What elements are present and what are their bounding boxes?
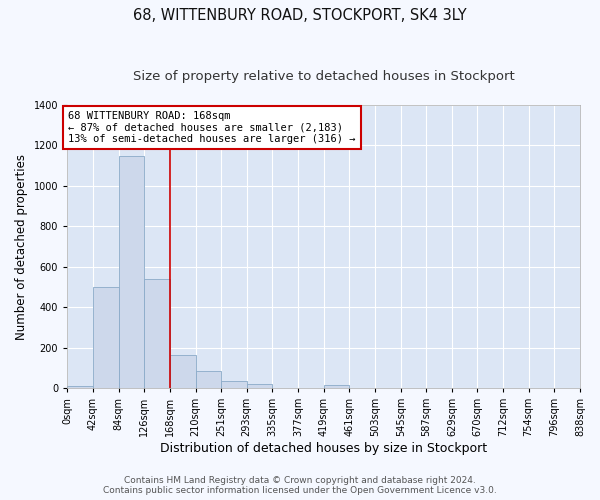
Bar bbox=[247, 384, 272, 388]
Bar bbox=[196, 371, 221, 388]
Bar bbox=[170, 354, 196, 388]
Y-axis label: Number of detached properties: Number of detached properties bbox=[15, 154, 28, 340]
Bar bbox=[93, 287, 119, 388]
Bar bbox=[145, 279, 170, 388]
Text: Contains HM Land Registry data © Crown copyright and database right 2024.
Contai: Contains HM Land Registry data © Crown c… bbox=[103, 476, 497, 495]
Bar bbox=[67, 386, 93, 388]
Bar bbox=[323, 385, 349, 388]
Bar bbox=[221, 381, 247, 388]
Title: Size of property relative to detached houses in Stockport: Size of property relative to detached ho… bbox=[133, 70, 514, 83]
Text: 68 WITTENBURY ROAD: 168sqm
← 87% of detached houses are smaller (2,183)
13% of s: 68 WITTENBURY ROAD: 168sqm ← 87% of deta… bbox=[68, 111, 356, 144]
Bar bbox=[119, 156, 145, 388]
Text: 68, WITTENBURY ROAD, STOCKPORT, SK4 3LY: 68, WITTENBURY ROAD, STOCKPORT, SK4 3LY bbox=[133, 8, 467, 22]
X-axis label: Distribution of detached houses by size in Stockport: Distribution of detached houses by size … bbox=[160, 442, 487, 455]
